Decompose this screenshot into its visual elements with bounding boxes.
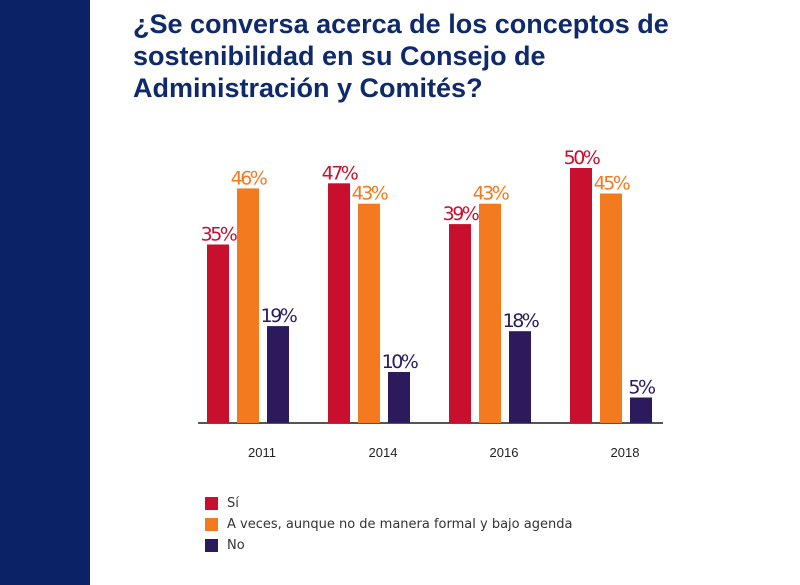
value-label-2014-s1: 43% [352,183,388,205]
bar-2014-s0 [328,183,350,423]
legend-swatch-no [205,539,218,552]
bar-2018-s1 [600,193,622,423]
x-tick-label-2011: 2011 [248,445,276,460]
legend-label-a-veces: A veces, aunque no de manera formal y ba… [227,517,573,532]
legend-item-no: No [205,535,572,556]
bar-2018-s0 [570,168,592,423]
legend-label-si: Sí [227,496,239,511]
value-label-2014-s0: 47% [322,162,358,184]
bar-2011-s2 [267,326,289,423]
x-tick-label-2014: 2014 [369,445,398,460]
legend-label-no: No [227,538,245,553]
value-label-2011-s2: 19% [261,305,297,327]
value-label-2011-s0: 35% [201,224,237,246]
value-label-2018-s1: 45% [594,173,630,195]
chart-title: ¿Se conversa acerca de los conceptos de … [133,9,669,103]
legend-item-a-veces: A veces, aunque no de manera formal y ba… [205,514,572,535]
bar-2014-s2 [388,372,410,423]
x-tick-label-2018: 2018 [611,445,640,460]
value-label-2016-s2: 18% [503,310,539,332]
x-tick-label-2016: 2016 [490,445,519,460]
bar-2016-s1 [479,203,501,423]
value-label-2011-s1: 46% [231,167,267,189]
side-band [0,0,90,585]
value-label-2016-s0: 39% [443,203,479,225]
legend: Sí A veces, aunque no de manera formal y… [205,493,572,556]
legend-swatch-a-veces [205,518,218,531]
bar-2018-s2 [630,397,652,423]
value-label-2018-s2: 5% [628,377,655,399]
value-label-2014-s2: 10% [382,351,418,373]
bar-2011-s1 [237,188,259,423]
legend-swatch-si [205,497,218,510]
bar-2016-s0 [449,224,471,423]
bar-2014-s1 [358,203,380,423]
legend-item-si: Sí [205,493,572,514]
bar-2011-s0 [207,244,229,423]
value-label-2016-s1: 43% [473,183,509,205]
value-label-2018-s0: 50% [564,147,600,169]
bar-2016-s2 [509,331,531,423]
